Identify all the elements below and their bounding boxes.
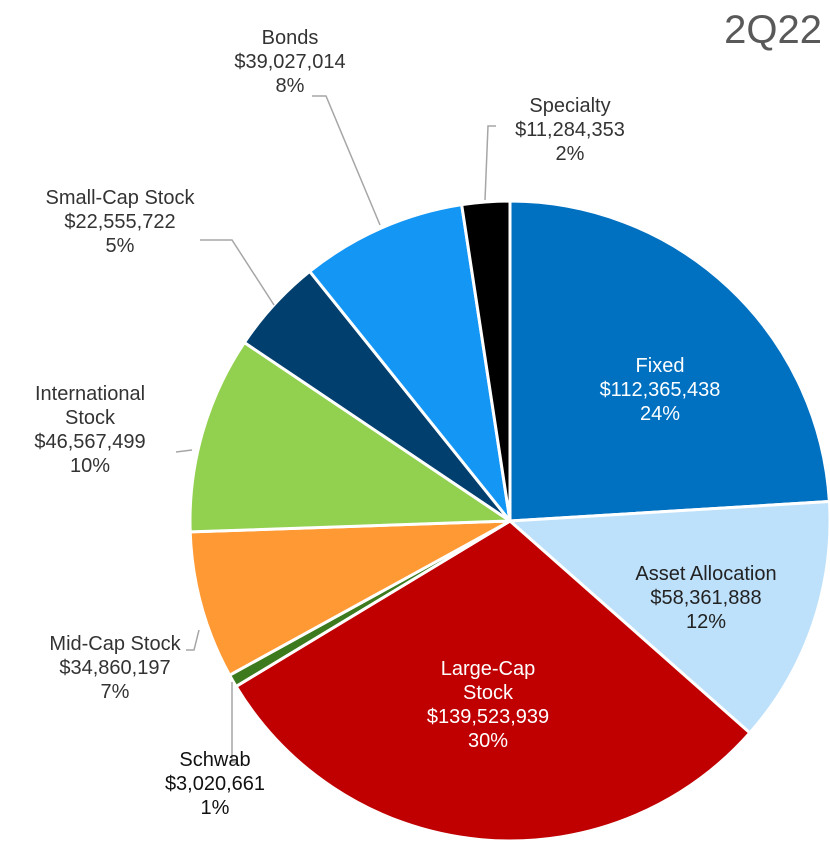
percent-label: 24%: [639, 403, 681, 425]
chart-title: 2Q22: [724, 8, 822, 52]
value-label: $46,567,499: [34, 431, 146, 453]
data-label: Specialty $11,284,353 2%: [480, 94, 660, 166]
percent-label: 7%: [100, 681, 130, 703]
pie-slice: [188, 519, 512, 677]
slice-name: Small-Cap Stock: [45, 187, 195, 209]
percent-label: 1%: [200, 797, 230, 819]
value-label: $58,361,888: [650, 587, 762, 609]
data-label: Bonds $39,027,014 8%: [210, 26, 370, 98]
slice-name: International Stock: [34, 383, 146, 429]
percent-label: 5%: [105, 235, 135, 257]
data-label: Schwab $3,020,661 1%: [145, 748, 285, 820]
leader-line: [312, 95, 381, 226]
data-label: Fixed $112,365,438 24%: [570, 354, 750, 426]
leader-line: [200, 239, 275, 306]
value-label: $39,027,014: [234, 51, 346, 73]
pie-slice: [188, 341, 512, 534]
value-label: $139,523,939: [426, 706, 550, 728]
value-label: $112,365,438: [599, 379, 721, 401]
value-label: $3,020,661: [164, 773, 266, 795]
slice-name: Schwab: [179, 749, 251, 771]
pie-slice: [234, 519, 752, 843]
percent-label: 8%: [275, 75, 305, 97]
slice-name: Specialty: [529, 95, 611, 117]
percent-label: 12%: [685, 611, 727, 633]
data-label: International Stock $46,567,499 10%: [15, 382, 165, 478]
pie-slice: [308, 203, 512, 523]
percent-label: 2%: [555, 143, 585, 165]
value-label: $34,860,197: [59, 657, 171, 679]
value-label: $11,284,353: [515, 119, 625, 141]
leader-line: [484, 125, 496, 201]
slice-name: Mid-Cap Stock: [49, 633, 181, 655]
percent-label: 10%: [69, 455, 111, 477]
data-label: Asset Allocation $58,361,888 12%: [606, 562, 806, 634]
data-label: Small-Cap Stock $22,555,722 5%: [40, 186, 200, 258]
slice-name: Bonds: [261, 27, 319, 49]
data-label: Large-Cap Stock $139,523,939 30%: [418, 657, 558, 753]
leader-line: [186, 629, 200, 651]
pie-slice: [508, 199, 830, 523]
leader-line: [175, 449, 193, 453]
slice-name: Large-Cap Stock: [440, 658, 536, 704]
slice-name: Fixed: [635, 355, 685, 377]
value-label: $22,555,722: [64, 211, 176, 233]
percent-label: 30%: [467, 730, 509, 752]
pie-slice: [460, 199, 512, 523]
leader-line: [231, 682, 236, 763]
slice-name: Asset Allocation: [635, 563, 777, 585]
data-label: Mid-Cap Stock $34,860,197 7%: [15, 632, 215, 704]
